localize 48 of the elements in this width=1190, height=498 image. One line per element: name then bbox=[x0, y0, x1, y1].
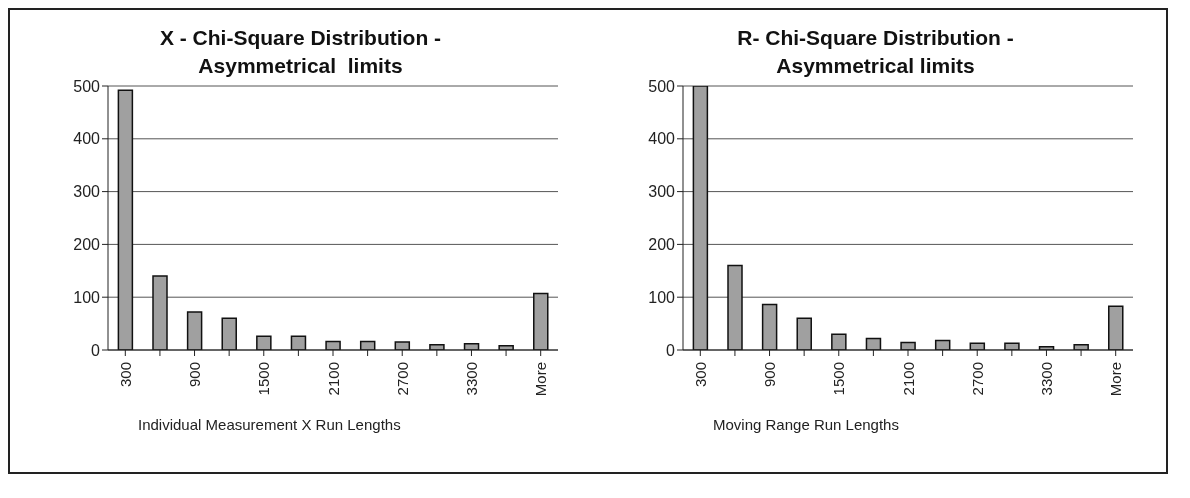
x-tick-label: 900 bbox=[761, 362, 779, 388]
y-tick-label: 300 bbox=[648, 183, 676, 201]
x-tick-label: 900 bbox=[186, 362, 204, 388]
x-tick-label: 3300 bbox=[462, 362, 480, 396]
bar bbox=[256, 335, 272, 350]
bar bbox=[1004, 342, 1020, 350]
y-tick-label: 100 bbox=[648, 288, 676, 306]
x-tick-label: More bbox=[1107, 362, 1125, 397]
y-tick-label: 200 bbox=[73, 236, 101, 254]
bar bbox=[900, 341, 916, 350]
bar bbox=[117, 89, 134, 350]
chart-title: X - Chi-Square Distribution - Asymmetrical limits bbox=[158, 25, 443, 79]
x-tick-label: 1500 bbox=[830, 362, 848, 396]
bar bbox=[152, 275, 168, 350]
y-tick-label: 400 bbox=[73, 130, 101, 148]
x-tick-label: 2100 bbox=[899, 362, 917, 396]
bar bbox=[221, 317, 237, 350]
bar bbox=[186, 311, 203, 350]
x-tick-label: 300 bbox=[116, 362, 134, 388]
x-tick-label: 1500 bbox=[255, 362, 273, 396]
bar bbox=[831, 333, 847, 350]
chart-title: R- Chi-Square Distribution - Asymmetrical limits bbox=[736, 25, 1015, 79]
x-tick-label: 300 bbox=[691, 362, 709, 388]
x-tick-label: 2100 bbox=[324, 362, 342, 396]
page-frame: X - Chi-Square Distribution - Asymmetrical limits 300 900 1500 2100 2700 3300 More 0 100 200 300 400 500 Individual Measurement X Run Lengths R- Chi-Square Distribution - Asymmetrical limits 300 900 1500 2100 2700 3300 More 0 100 200 300 400 500 Moving Range Run Lengths bbox=[8, 8, 1168, 474]
y-tick-label: 400 bbox=[648, 130, 676, 148]
bar bbox=[796, 317, 812, 350]
bar bbox=[727, 264, 743, 350]
y-tick-label: 500 bbox=[73, 77, 101, 95]
x-tick-label: More bbox=[532, 362, 550, 397]
x-tick-label: 3300 bbox=[1037, 362, 1055, 396]
y-tick-label: 200 bbox=[648, 236, 676, 254]
x-tick-label: 2700 bbox=[393, 362, 411, 396]
bar bbox=[761, 303, 778, 350]
x-axis-title: Individual Measurement X Run Lengths bbox=[138, 416, 402, 433]
bar bbox=[394, 341, 411, 350]
x-tick-label: 2700 bbox=[968, 362, 986, 396]
bar bbox=[325, 340, 341, 350]
bar bbox=[1108, 305, 1124, 350]
y-tick-label: 100 bbox=[73, 288, 101, 306]
y-tick-label: 0 bbox=[666, 341, 676, 359]
bar bbox=[533, 292, 549, 350]
bar bbox=[969, 342, 986, 350]
x-axis-title: Moving Range Run Lengths bbox=[713, 416, 900, 433]
y-tick-label: 0 bbox=[91, 341, 101, 359]
bar bbox=[692, 86, 709, 350]
y-tick-label: 500 bbox=[648, 77, 676, 95]
y-tick-label: 300 bbox=[73, 183, 101, 201]
